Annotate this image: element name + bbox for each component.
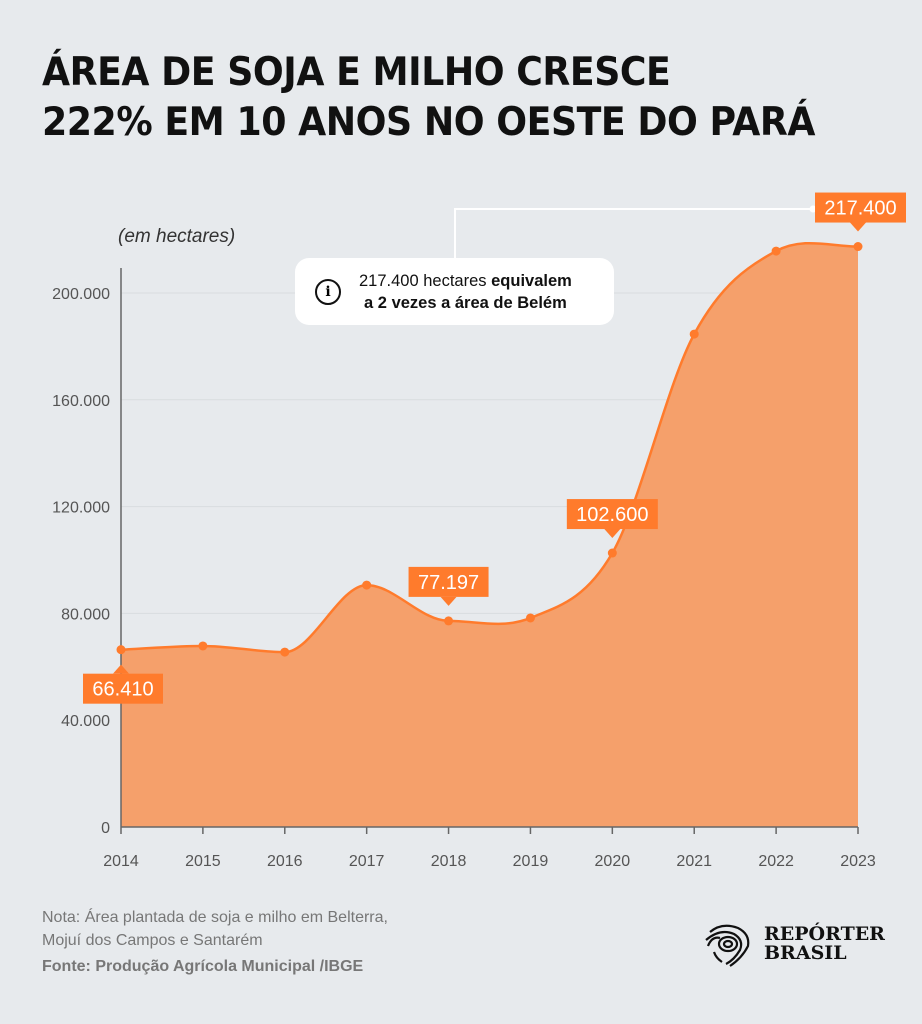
y-tick-label: 40.000 (61, 713, 110, 730)
logo-text: REPÓRTER BRASIL (764, 925, 885, 963)
x-tick-label: 2020 (595, 853, 631, 870)
x-tick-label: 2018 (431, 853, 467, 870)
data-point (853, 242, 863, 252)
label-box (815, 192, 906, 223)
label-box (83, 673, 163, 704)
title-line-2: 222% EM 10 ANOS NO OESTE DO PARÁ (42, 100, 815, 145)
label-text: 66.410 (92, 679, 153, 701)
y-tick-label: 200.000 (52, 286, 110, 303)
x-tick-label: 2015 (185, 853, 221, 870)
y-tick-label: 0 (101, 820, 110, 837)
y-axis-unit-label: (em hectares) (118, 226, 236, 247)
logo-line-2: BRASIL (764, 942, 847, 964)
data-label: 217.400 (815, 192, 906, 232)
note: Nota: Área plantada de soja e milho em B… (42, 906, 388, 952)
title-line-1: ÁREA DE SOJA E MILHO CRESCE (42, 50, 671, 95)
note-line-2: Mojuí dos Campos e Santarém (42, 932, 263, 949)
data-point (444, 616, 454, 626)
leader-dot (809, 205, 817, 213)
y-tick-label: 160.000 (52, 393, 110, 410)
x-tick-label: 2014 (103, 853, 139, 870)
data-label: 66.410 (83, 664, 163, 704)
data-point (280, 647, 290, 657)
x-tick-label: 2017 (349, 853, 385, 870)
label-box (408, 566, 489, 597)
info-text-bold-2: a 2 vezes a área de Belém (364, 293, 567, 312)
data-point (689, 329, 699, 339)
x-tick-label: 2016 (267, 853, 303, 870)
area-fill (121, 243, 858, 828)
info-text-regular: 217.400 hectares (359, 271, 492, 290)
info-icon: i (315, 278, 341, 305)
info-callout: i 217.400 hectares equivalem a 2 vezes a … (295, 258, 614, 325)
data-point (607, 548, 617, 558)
data-label: 77.197 (408, 566, 489, 606)
reporter-brasil-logo: REPÓRTER BRASIL (702, 918, 885, 970)
data-point (116, 645, 126, 655)
label-pointer (850, 222, 866, 232)
x-tick-label: 2022 (758, 853, 794, 870)
data-point (198, 641, 208, 651)
info-text-bold: equivalem (491, 271, 572, 290)
data-point (362, 580, 372, 590)
y-tick-label: 120.000 (52, 500, 110, 517)
x-tick-label: 2021 (676, 853, 712, 870)
data-point (771, 246, 781, 256)
logo-line-1: REPÓRTER (764, 923, 885, 945)
data-point (525, 613, 535, 623)
note-line-1: Nota: Área plantada de soja e milho em B… (42, 909, 388, 926)
label-text: 102.600 (576, 504, 648, 526)
series-line (120, 241, 859, 654)
fingerprint-map-icon (705, 924, 750, 967)
x-tick-label: 2023 (840, 853, 876, 870)
label-pointer (604, 529, 621, 539)
label-text: 77.197 (418, 572, 479, 594)
data-label: 102.600 (566, 499, 658, 539)
label-pointer (440, 596, 457, 606)
label-box (566, 499, 658, 530)
callout-leader-line (454, 208, 813, 258)
chart-title: ÁREA DE SOJA E MILHO CRESCE 222% EM 10 AN… (42, 48, 815, 148)
x-tick-label: 2019 (513, 853, 549, 870)
y-tick-label: 80.000 (61, 606, 110, 623)
label-text: 217.400 (824, 198, 896, 220)
info-text: 217.400 hectares equivalem a 2 vezes a ár… (359, 270, 572, 314)
label-pointer (113, 664, 129, 674)
source: Fonte: Produção Agrícola Municipal /IBGE (42, 958, 364, 975)
